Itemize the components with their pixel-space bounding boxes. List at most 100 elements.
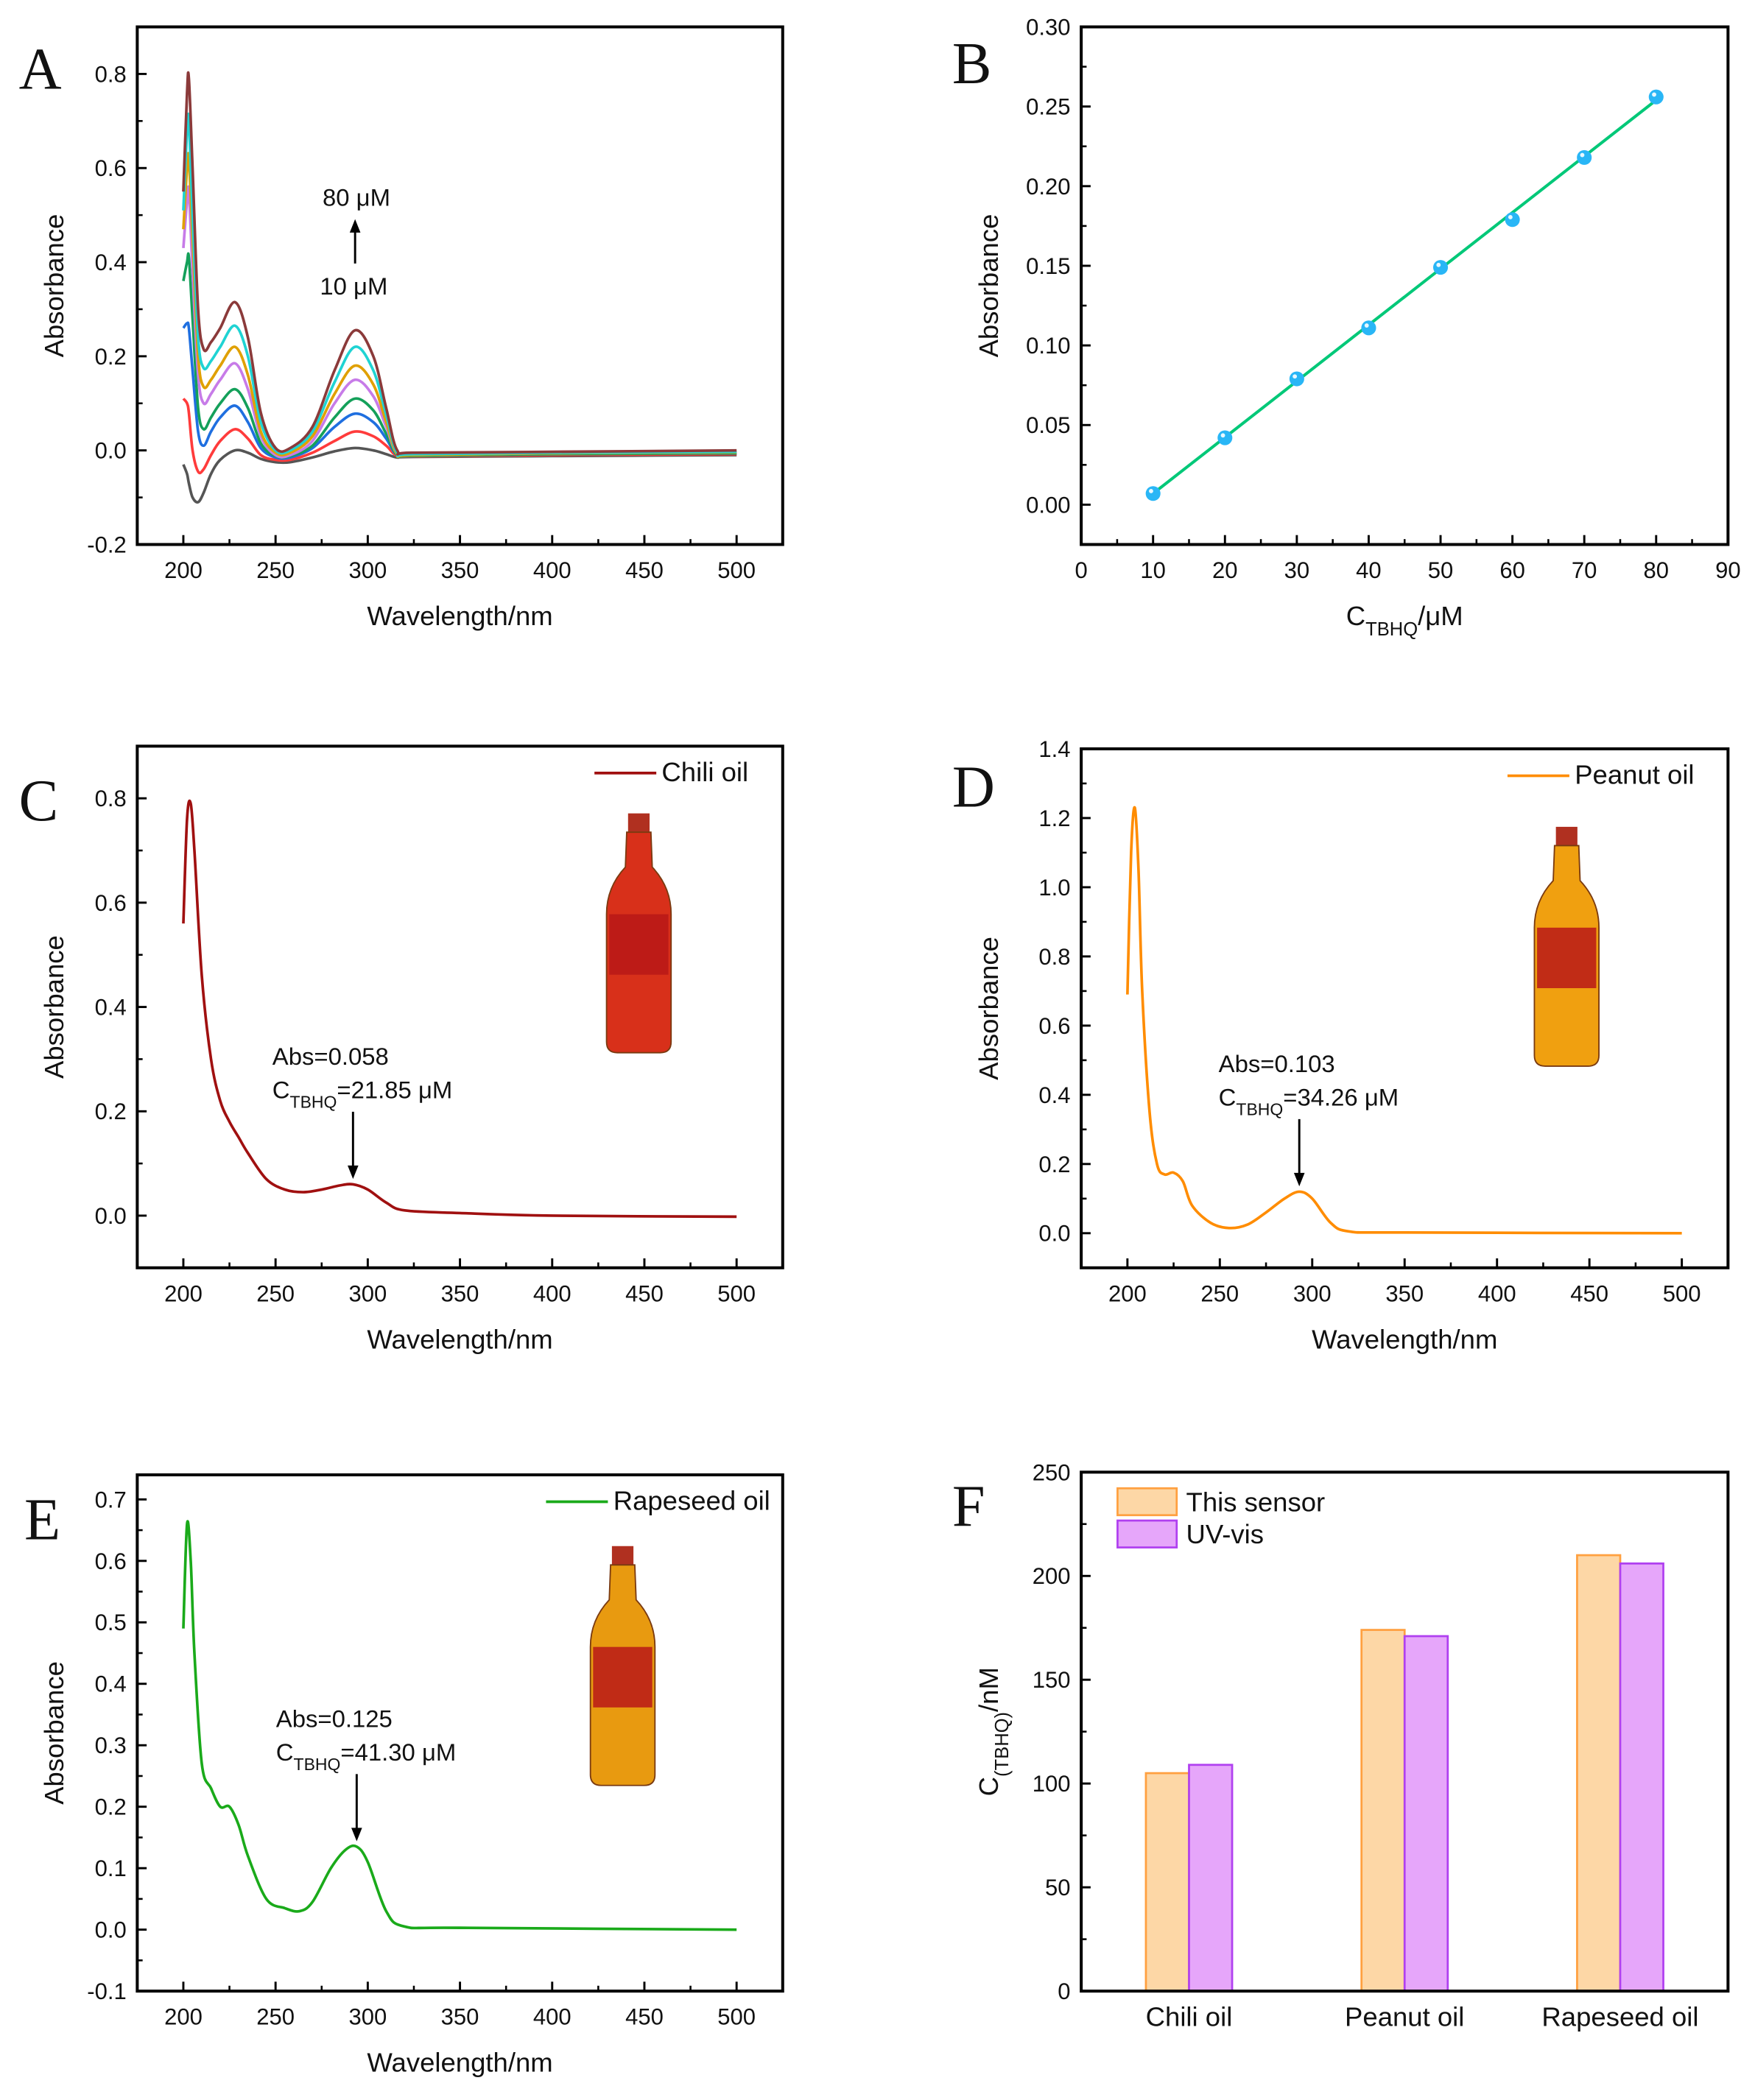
panel-a: A 200 250 300 350 400 450 500 -0.2 0.0 0.2 0.4 0.6 0.… xyxy=(19,25,784,631)
y-tick-label: 0.0 xyxy=(95,1917,127,1943)
x-tick-label: 300 xyxy=(348,1280,387,1306)
panel-b: B 0 10 20 30 40 50 60 70 80 90 0.00 0.05 0.10 0.15 0.20… xyxy=(952,14,1741,640)
panel-letter: F xyxy=(952,1473,985,1539)
x-tick-label: 70 xyxy=(1572,557,1597,583)
data-point-highlight xyxy=(1149,489,1153,493)
y-axis-label-part: (TBHQ) xyxy=(992,1712,1013,1777)
y-axis-label: Absorbance xyxy=(974,937,1004,1080)
series-line-0 xyxy=(182,799,737,1219)
category-label: Chili oil xyxy=(1146,2002,1233,2032)
legend-label: This sensor xyxy=(1186,1487,1326,1517)
data-point xyxy=(1289,371,1304,387)
plot-area xyxy=(182,1520,737,1931)
x-axis-label: Wavelength/nm xyxy=(367,601,552,631)
arrow-down-icon xyxy=(351,1828,362,1842)
plot-frame xyxy=(1080,1470,1730,1993)
y-axis-label-part: /nM xyxy=(974,1667,1004,1712)
y-tick-label: -0.2 xyxy=(87,532,126,557)
y-tick-label: 1.2 xyxy=(1038,806,1070,831)
data-point xyxy=(1361,320,1376,336)
x-tick-label: 80 xyxy=(1644,557,1669,583)
y-tick-label: 0.5 xyxy=(95,1610,127,1635)
data-point-highlight xyxy=(1580,152,1585,158)
annotation-top: 80 μM xyxy=(323,183,390,211)
x-tick-label: 60 xyxy=(1499,557,1525,583)
data-point-highlight xyxy=(1364,323,1369,328)
x-tick-label: 500 xyxy=(717,557,756,583)
concentration-annotation-part: C xyxy=(1219,1084,1237,1111)
abs-annotation: Abs=0.103 xyxy=(1219,1050,1335,1077)
x-tick-label: 450 xyxy=(625,557,664,583)
y-tick-label: 0.0 xyxy=(95,1203,127,1229)
concentration-annotation-part: TBHQ xyxy=(294,1755,341,1774)
y-tick-label: 0.6 xyxy=(95,155,127,181)
y-tick-label: 150 xyxy=(1033,1667,1071,1693)
y-tick-label: 50 xyxy=(1045,1875,1070,1900)
y-tick-label: 0.2 xyxy=(95,1794,127,1820)
panel-letter: C xyxy=(19,768,59,834)
y-tick-label: 0.8 xyxy=(1038,944,1070,970)
series-line-6 xyxy=(182,112,737,458)
series-line-4 xyxy=(182,185,737,459)
y-tick-label: 0.6 xyxy=(95,890,127,916)
legend-label: Chili oil xyxy=(661,757,748,787)
y-tick-label: 0.0 xyxy=(95,438,127,464)
concentration-annotation-part: =41.30 μM xyxy=(340,1738,456,1766)
y-axis-label: Absorbance xyxy=(39,935,69,1079)
x-axis-label: Wavelength/nm xyxy=(367,2048,552,2078)
data-point-highlight xyxy=(1436,262,1441,267)
y-tick-label: 0.20 xyxy=(1026,174,1070,200)
bar xyxy=(1403,1635,1449,1992)
x-tick-label: 20 xyxy=(1212,557,1238,583)
x-tick-label: 250 xyxy=(256,1280,295,1306)
x-tick-label: 400 xyxy=(1478,1280,1516,1306)
x-tick-label: 500 xyxy=(717,2004,756,2030)
concentration-annotation: CTBHQ=34.26 μM xyxy=(1219,1084,1399,1119)
bottle-cap xyxy=(627,813,650,833)
data-point-highlight xyxy=(1652,92,1656,97)
x-tick-label: 400 xyxy=(533,557,571,583)
x-tick-label: 10 xyxy=(1140,557,1166,583)
x-axis-label: Wavelength/nm xyxy=(1312,1324,1497,1354)
bottle-label xyxy=(609,914,669,975)
data-point xyxy=(1577,149,1592,165)
x-tick-label: 450 xyxy=(625,2004,664,2030)
arrow-down-icon xyxy=(348,1165,359,1180)
x-tick-label: 200 xyxy=(164,2004,203,2030)
x-axis-label-part: /μM xyxy=(1418,601,1463,631)
panel-d: D 200 250 300 350 400 450 500 0.0 0.2 0.4 0.6 0.8 1.0… xyxy=(952,736,1730,1354)
y-tick-label: 0.25 xyxy=(1026,94,1070,120)
arrow-up-icon xyxy=(349,219,361,233)
plot-area xyxy=(1144,1554,1664,1992)
legend-label: Peanut oil xyxy=(1575,759,1694,789)
data-point xyxy=(1432,260,1449,275)
x-tick-label: 350 xyxy=(441,1280,479,1306)
panel-e: E 200 250 300 350 400 450 500 -0.1 0.0 0.1 0.2 0.3 0.… xyxy=(24,1473,784,2078)
x-tick-label: 250 xyxy=(1200,1280,1239,1306)
y-tick-label: 0.3 xyxy=(95,1733,127,1758)
bar xyxy=(1576,1554,1622,1992)
y-tick-label: 0.0 xyxy=(1038,1221,1070,1247)
plot-frame xyxy=(1080,747,1730,1269)
x-tick-label: 300 xyxy=(348,557,387,583)
x-tick-label: 400 xyxy=(533,2004,571,2030)
concentration-annotation-part: =34.26 μM xyxy=(1283,1084,1399,1111)
y-tick-label: 0.10 xyxy=(1026,333,1070,359)
y-tick-label: 0.1 xyxy=(95,1856,127,1881)
x-tick-label: 200 xyxy=(1108,1280,1147,1306)
panel-letter: E xyxy=(24,1487,60,1553)
bottle-label xyxy=(593,1646,653,1708)
oil-bottle-image xyxy=(605,813,672,1054)
x-tick-label: 350 xyxy=(441,557,479,583)
x-tick-label: 350 xyxy=(1385,1280,1424,1306)
y-tick-label: 0.05 xyxy=(1026,412,1070,438)
y-axis-label: Absorbance xyxy=(39,1661,69,1805)
y-tick-label: 0 xyxy=(1058,1979,1070,2004)
x-tick-label: 300 xyxy=(348,2004,387,2030)
plot-frame xyxy=(1080,25,1730,546)
bottle-label xyxy=(1537,927,1597,989)
x-tick-label: 90 xyxy=(1715,557,1741,583)
legend-label: UV-vis xyxy=(1186,1519,1264,1549)
y-tick-label: 0.6 xyxy=(1038,1013,1070,1039)
